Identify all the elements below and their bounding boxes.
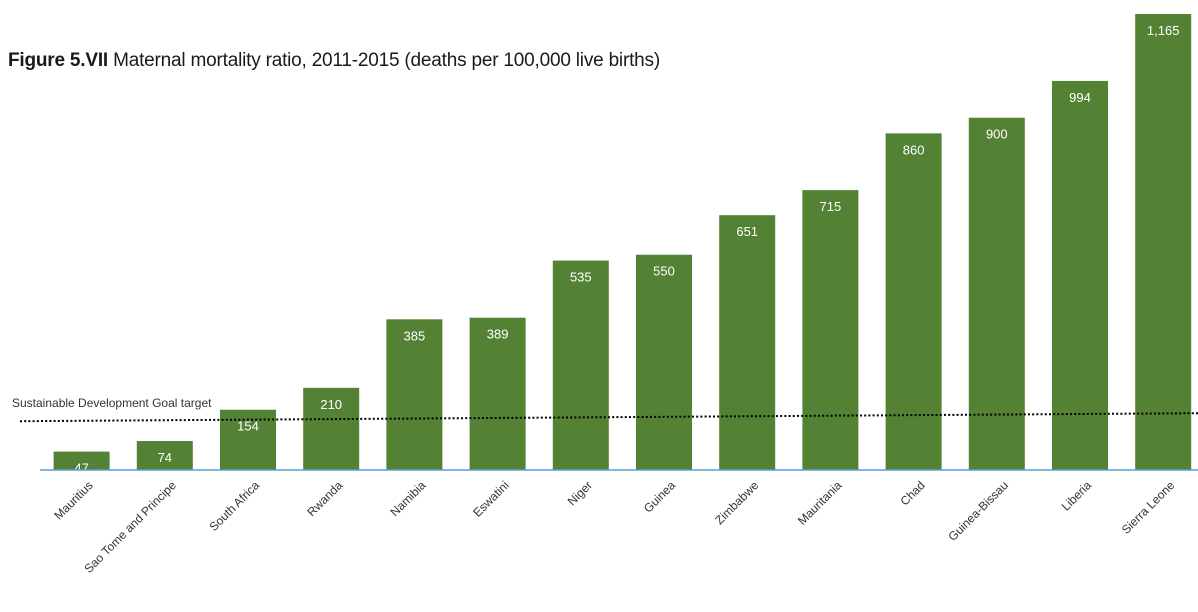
x-tick-label: Mauritania xyxy=(795,478,845,528)
x-tick-label: Eswatini xyxy=(470,478,511,519)
bars-layer xyxy=(53,14,1192,471)
x-tick-label: Sierra Leone xyxy=(1119,478,1178,537)
bar xyxy=(1052,80,1108,470)
bar-value-label: 210 xyxy=(320,397,342,412)
bar xyxy=(53,451,110,470)
bar xyxy=(802,190,859,471)
bar-value-label: 385 xyxy=(404,328,426,343)
x-tick-label: Guinea xyxy=(641,478,678,515)
bar xyxy=(136,441,193,470)
figure-label: Figure 5.VII xyxy=(8,50,109,71)
bar xyxy=(552,260,609,470)
sdg-target-label: Sustainable Development Goal target xyxy=(12,396,212,410)
x-tick-label: Sao Tome and Principe xyxy=(81,478,179,576)
bar-value-label: 860 xyxy=(903,142,925,157)
bar-value-label: 389 xyxy=(487,327,509,342)
bar xyxy=(303,387,360,470)
x-tick-label: Zimbabwe xyxy=(712,478,761,527)
x-tick-label: Liberia xyxy=(1059,478,1095,514)
bar-value-label: 994 xyxy=(1069,90,1091,105)
bar-value-label: 900 xyxy=(986,127,1008,142)
title-text: Maternal mortality ratio, 2011-2015 (dea… xyxy=(113,50,660,71)
bar-value-label: 535 xyxy=(570,270,592,285)
sdg-target-line xyxy=(19,412,1198,423)
bar-value-label: 550 xyxy=(653,264,675,279)
x-tick-label: Namibia xyxy=(387,478,428,519)
bar xyxy=(719,215,776,470)
bar xyxy=(636,254,692,470)
x-tick-label: South Africa xyxy=(206,478,262,534)
x-tick-label: Rwanda xyxy=(304,478,345,519)
bar-value-label: 715 xyxy=(820,199,842,214)
bar xyxy=(1135,14,1192,470)
x-tick-label: Niger xyxy=(565,478,595,508)
x-tick-label: Chad xyxy=(898,478,928,508)
bar-value-label: 154 xyxy=(237,419,259,434)
bar-value-label: 651 xyxy=(736,224,758,239)
x-tick-label: Mauritius xyxy=(51,478,95,522)
bar-value-label: 47 xyxy=(74,461,88,476)
bar xyxy=(885,133,942,471)
x-tick-label: Guinea-Bissau xyxy=(945,478,1011,544)
chart-title: Figure 5.VII Maternal mortality ratio, 2… xyxy=(8,50,660,72)
bar-value-label: 1,165 xyxy=(1147,23,1180,38)
bar xyxy=(386,319,443,470)
bar-value-label: 74 xyxy=(158,450,172,465)
value-labels-layer: 47 74 154 210 385 389 535 550 651 715 860 900 994 1,1… xyxy=(74,23,1179,476)
bar xyxy=(469,317,526,470)
bar xyxy=(968,117,1025,471)
